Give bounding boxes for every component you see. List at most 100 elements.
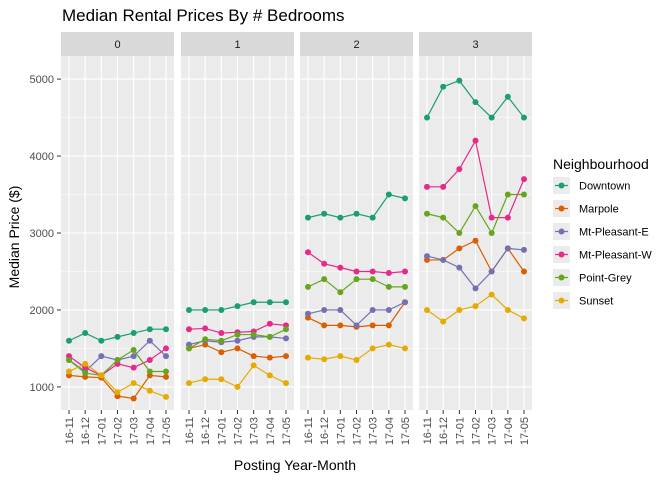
data-point-downtown <box>353 210 360 217</box>
x-tick-label: 17-04 <box>265 417 277 445</box>
data-point-marpole <box>369 322 376 329</box>
legend-key-point <box>558 228 565 235</box>
x-tick-label: 17-04 <box>503 417 515 445</box>
data-point-mt-pleasant-e <box>385 306 392 313</box>
data-point-mt-pleasant-w <box>353 268 360 275</box>
data-point-downtown <box>424 114 430 121</box>
facet-panel-2: 2 16-11 16-12 17-01 17-02 17-03 17-04 17-05 <box>300 32 413 445</box>
data-point-mt-pleasant-e <box>440 256 447 263</box>
data-point-mt-pleasant-e <box>472 285 479 292</box>
data-point-point-grey <box>337 289 344 296</box>
x-tick-label: 17-01 <box>216 417 228 445</box>
data-point-point-grey <box>66 356 72 363</box>
legend-label: Sunset <box>579 296 613 308</box>
data-point-sunset <box>283 380 289 387</box>
data-point-downtown <box>472 99 479 106</box>
data-point-point-grey <box>82 370 89 377</box>
data-point-point-grey <box>353 276 360 283</box>
legend-item-downtown: Downtown <box>553 177 630 194</box>
data-point-point-grey <box>283 326 289 333</box>
facet-panel-0: 0 16-11 16-12 17-01 17-02 17-03 17-04 17-05 <box>61 32 174 445</box>
data-point-downtown <box>66 337 72 344</box>
legend-item-mt-pleasant-e: Mt-Pleasant-E <box>553 223 649 240</box>
data-point-point-grey <box>402 283 408 290</box>
data-point-point-grey <box>440 214 447 221</box>
facet-strip-label: 3 <box>472 39 478 51</box>
data-point-sunset <box>250 362 257 369</box>
data-point-downtown <box>82 330 89 337</box>
data-point-mt-pleasant-w <box>369 268 376 275</box>
legend-key-point <box>558 251 565 258</box>
data-point-sunset <box>114 389 121 396</box>
x-tick-label: 17-03 <box>249 417 261 445</box>
legend: Neighbourhood Downtown Marpole Mt-Pleasant… <box>553 156 652 309</box>
x-tick-label: 17-03 <box>368 417 380 445</box>
data-point-downtown <box>504 93 511 100</box>
data-point-point-grey <box>472 203 479 210</box>
legend-item-marpole: Marpole <box>553 200 619 217</box>
data-point-mt-pleasant-w <box>202 325 209 332</box>
data-point-mt-pleasant-e <box>98 353 105 360</box>
data-point-downtown <box>521 114 527 121</box>
y-tick-label: 5000 <box>30 74 54 86</box>
data-point-mt-pleasant-e <box>504 245 511 252</box>
legend-label: Downtown <box>579 181 630 193</box>
data-point-sunset <box>440 318 447 325</box>
data-point-mt-pleasant-w <box>424 183 430 190</box>
data-point-downtown <box>402 195 408 202</box>
x-tick-label: 17-05 <box>400 417 412 445</box>
x-tick-label: 16-12 <box>438 417 450 445</box>
data-point-mt-pleasant-w <box>130 364 137 371</box>
facet-panel-3: 3 16-11 16-12 17-01 17-02 17-03 17-04 17-05 <box>419 32 532 445</box>
data-point-mt-pleasant-w <box>337 264 344 271</box>
x-tick-label: 17-03 <box>129 417 141 445</box>
data-point-downtown <box>146 326 153 333</box>
data-point-point-grey <box>424 210 430 217</box>
data-point-mt-pleasant-w <box>186 326 192 333</box>
data-point-point-grey <box>305 283 311 290</box>
data-point-mt-pleasant-w <box>488 214 495 221</box>
data-point-sunset <box>424 306 430 313</box>
data-point-point-grey <box>186 345 192 352</box>
data-point-sunset <box>456 306 463 313</box>
legend-key-point <box>558 205 565 212</box>
x-tick-label: 17-01 <box>454 417 466 445</box>
legend-label: Point-Grey <box>579 273 632 285</box>
data-point-downtown <box>234 303 241 310</box>
data-point-mt-pleasant-w <box>472 137 479 144</box>
data-point-downtown <box>266 299 273 306</box>
data-point-marpole <box>283 353 289 360</box>
facet-strip-label: 0 <box>114 39 120 51</box>
facet-strip-label: 1 <box>234 39 240 51</box>
data-point-sunset <box>234 383 241 390</box>
data-point-point-grey <box>456 230 463 236</box>
legend-title: Neighbourhood <box>553 156 649 172</box>
data-point-marpole <box>385 322 392 329</box>
data-point-sunset <box>369 345 376 352</box>
data-point-mt-pleasant-w <box>385 270 392 277</box>
data-point-point-grey <box>202 336 209 343</box>
x-tick-label: 16-12 <box>80 417 92 445</box>
data-point-point-grey <box>130 346 137 353</box>
facet-strip-label: 2 <box>353 39 359 51</box>
data-point-marpole <box>130 395 137 402</box>
x-tick-label: 17-05 <box>161 417 173 445</box>
data-point-point-grey <box>369 276 376 283</box>
facet-strip <box>300 32 413 56</box>
x-tick-label: 17-05 <box>281 417 293 445</box>
y-tick-label: 4000 <box>30 151 54 163</box>
x-tick-label: 17-02 <box>233 417 245 445</box>
data-point-sunset <box>472 303 479 310</box>
legend-label: Mt-Pleasant-W <box>579 250 652 262</box>
facet-strip <box>419 32 532 56</box>
data-point-point-grey <box>266 333 273 340</box>
data-point-mt-pleasant-w <box>163 345 169 352</box>
data-point-downtown <box>283 299 289 306</box>
data-point-downtown <box>369 214 376 221</box>
data-point-downtown <box>321 210 328 217</box>
data-point-mt-pleasant-e <box>402 299 408 306</box>
data-point-sunset <box>82 360 89 367</box>
x-tick-label: 17-03 <box>487 417 499 445</box>
data-point-marpole <box>321 322 328 329</box>
data-point-sunset <box>266 372 273 379</box>
